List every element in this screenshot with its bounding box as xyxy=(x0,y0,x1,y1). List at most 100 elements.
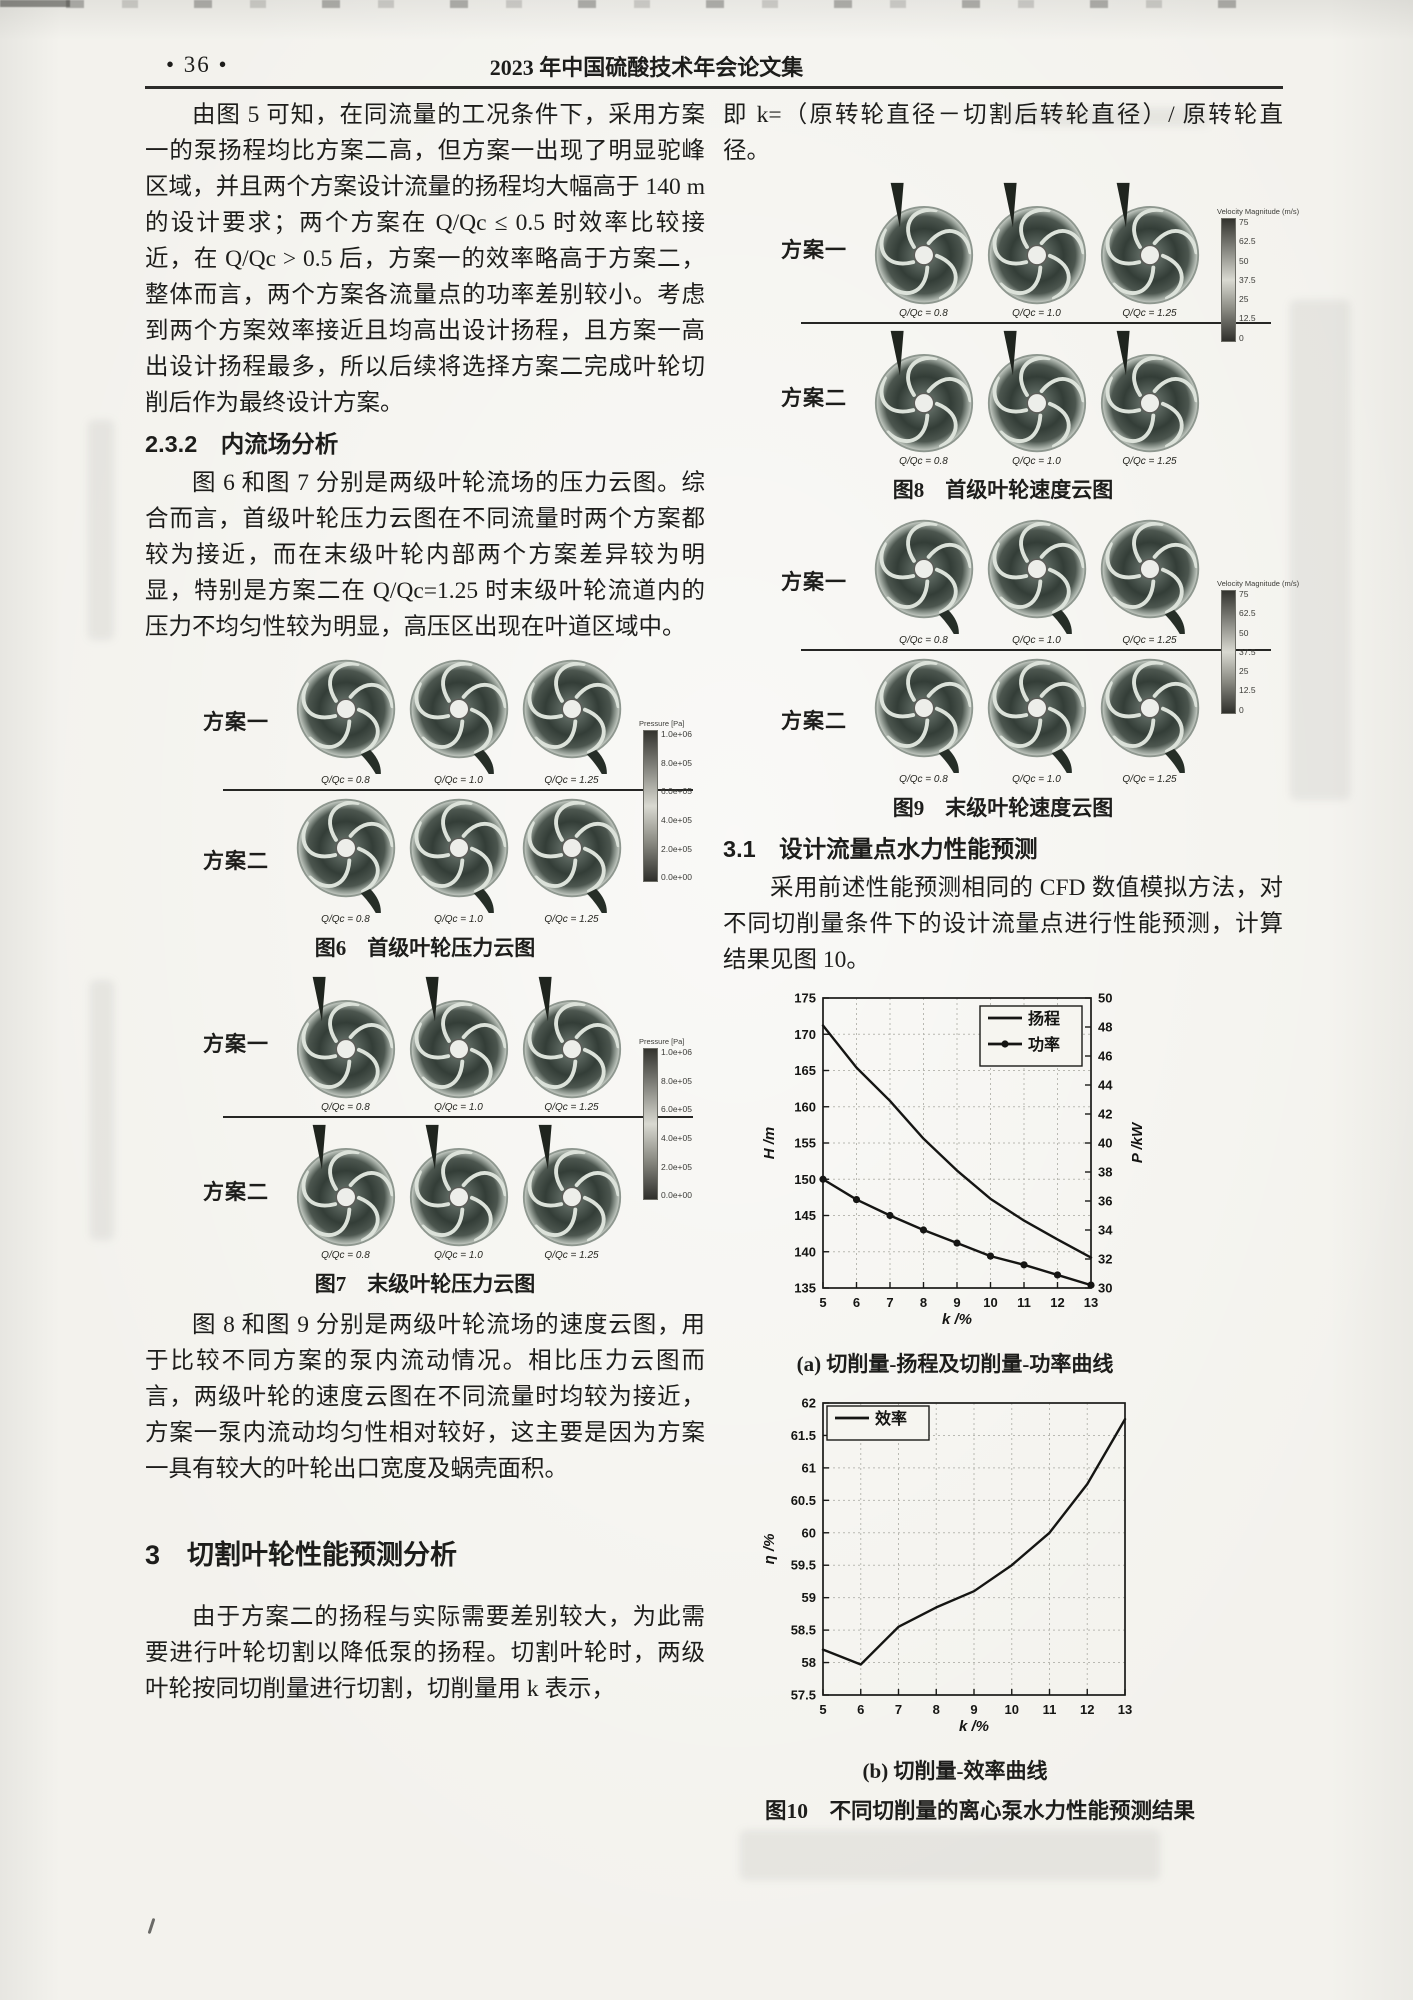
flow-ratio-label: Q/Qc = 0.8 xyxy=(321,914,370,925)
flow-ratio-label: Q/Qc = 1.25 xyxy=(544,775,599,786)
colorbar-tick: 37.5 xyxy=(1239,646,1256,657)
scan-artifact xyxy=(0,0,70,7)
colorbar-tick: 8.0e+05 xyxy=(661,1075,692,1086)
svg-text:P /kW: P /kW xyxy=(1129,1121,1146,1163)
impeller-contour: Q/Qc = 1.25 xyxy=(515,1123,628,1261)
flow-ratio-label: Q/Qc = 1.0 xyxy=(1012,308,1061,319)
colorbar-tick: 25 xyxy=(1239,666,1249,676)
scan-artifact xyxy=(147,1917,156,1935)
figure-row-scheme2: 方案二 Q/Qc = 0.8 Q/Qc = 1.0 Q/Qc = 1.25 xyxy=(723,329,1283,467)
figure-row-scheme1: 方案一 Q/Qc = 0.8 Q/Qc = 1.0 Q/Qc = 1.25 xyxy=(145,975,705,1113)
colorbar-tick: 50 xyxy=(1239,255,1249,266)
colorbar-gradient xyxy=(643,730,658,882)
svg-text:145: 145 xyxy=(794,1208,816,1223)
flow-ratio-label: Q/Qc = 1.25 xyxy=(544,914,599,925)
colorbar-tick: 4.0e+05 xyxy=(661,815,692,826)
page-number: • 36 • xyxy=(166,52,229,77)
svg-text:59.5: 59.5 xyxy=(791,1558,816,1573)
svg-text:40: 40 xyxy=(1098,1136,1112,1151)
figure-10a: 135 140 145 150 155 160 165 170 175 30 32 34 36 38 40 4… xyxy=(759,988,1283,1379)
svg-text:H /m: H /m xyxy=(761,1127,778,1160)
colorbar-tick: 1.0e+06 xyxy=(661,729,692,739)
impeller-contour: Q/Qc = 1.0 xyxy=(980,181,1093,319)
svg-text:7: 7 xyxy=(886,1295,893,1310)
svg-text:7: 7 xyxy=(895,1702,902,1717)
colorbar-tick: 2.0e+05 xyxy=(661,1161,692,1172)
flow-ratio-label: Q/Qc = 0.8 xyxy=(899,774,948,785)
colorbar-gradient xyxy=(643,1048,658,1200)
colorbar-ticks: 1.0e+06 8.0e+05 6.0e+05 4.0e+05 2.0e+05 0.0e+… xyxy=(661,730,692,882)
flow-ratio-label: Q/Qc = 0.8 xyxy=(899,456,948,467)
colorbar: Velocity Magnitude (m/s) 75 62.5 50 37.5 25 1… xyxy=(1217,207,1299,342)
chart-a-caption: (a) 切削量-扬程及切削量-功率曲线 xyxy=(796,1352,1114,1376)
svg-text:9: 9 xyxy=(970,1702,977,1717)
svg-text:48: 48 xyxy=(1098,1020,1112,1035)
colorbar-tick: 8.0e+05 xyxy=(661,757,692,768)
figure-row-scheme1: 方案一 Q/Qc = 0.8 Q/Qc = 1.0 Q/Qc = 1.25 xyxy=(723,517,1283,646)
colorbar-gradient xyxy=(1221,590,1236,714)
colorbar-tick: 62.5 xyxy=(1239,608,1256,619)
svg-text:60: 60 xyxy=(802,1525,816,1540)
svg-text:12: 12 xyxy=(1080,1702,1094,1717)
colorbar-tick: 6.0e+05 xyxy=(661,1104,692,1115)
colorbar-title: Velocity Magnitude (m/s) xyxy=(1217,579,1300,588)
scan-artifact xyxy=(66,0,1246,8)
svg-text:50: 50 xyxy=(1098,991,1112,1006)
colorbar: Velocity Magnitude (m/s) 75 62.5 50 37.5 25 1… xyxy=(1217,579,1299,714)
svg-text:57.5: 57.5 xyxy=(791,1688,816,1703)
paragraph: 即 k=（原转轮直径－切割后转轮直径）/ 原转轮直径。 xyxy=(723,102,1283,164)
svg-text:9: 9 xyxy=(953,1295,960,1310)
flow-ratio-label: Q/Qc = 1.25 xyxy=(544,1250,599,1261)
impeller-contour: Q/Qc = 0.8 xyxy=(289,796,402,925)
svg-text:170: 170 xyxy=(794,1027,816,1042)
svg-text:k /%: k /% xyxy=(942,1311,972,1328)
figure-row-divider xyxy=(801,649,1271,651)
colorbar-title: Velocity Magnitude (m/s) xyxy=(1217,207,1300,216)
impeller-contour: Q/Qc = 1.25 xyxy=(515,796,628,925)
svg-text:6: 6 xyxy=(857,1702,864,1717)
colorbar-ticks: 75 62.5 50 37.5 25 12.5 0 xyxy=(1239,590,1256,714)
colorbar-tick: 50 xyxy=(1239,627,1249,638)
colorbar-tick: 0 xyxy=(1239,332,1244,343)
svg-text:175: 175 xyxy=(794,991,816,1006)
impeller-contour: Q/Qc = 0.8 xyxy=(867,656,980,785)
subsection-heading-3-1: 3.1 设计流量点水力性能预测 xyxy=(723,836,1038,862)
paragraph: 由图 5 可知，在同流量的工况条件下，采用方案一的泵扬程均比方案二高，但方案一出… xyxy=(145,102,705,416)
svg-text:59: 59 xyxy=(802,1590,816,1605)
svg-text:11: 11 xyxy=(1043,1702,1057,1717)
colorbar-tick: 25 xyxy=(1239,294,1249,304)
svg-text:150: 150 xyxy=(794,1172,816,1187)
svg-text:η /%: η /% xyxy=(761,1534,778,1565)
colorbar-tick: 62.5 xyxy=(1239,236,1256,247)
impeller-contour: Q/Qc = 0.8 xyxy=(867,181,980,319)
scheme-label: 方案一 xyxy=(781,569,847,594)
paragraph: 图 8 和图 9 分别是两级叶轮流场的速度云图，用于比较不同方案的泵内流动情况。… xyxy=(145,1312,705,1482)
colorbar-tick: 6.0e+05 xyxy=(661,786,692,797)
impeller-contour: Q/Qc = 0.8 xyxy=(289,657,402,786)
impeller-contour: Q/Qc = 1.25 xyxy=(1093,517,1206,646)
impeller-contour: Q/Qc = 1.25 xyxy=(515,657,628,786)
impeller-contour: Q/Qc = 1.0 xyxy=(402,1123,515,1261)
impeller-contour: Q/Qc = 0.8 xyxy=(867,329,980,467)
impeller-contour: Q/Qc = 1.0 xyxy=(402,657,515,786)
impeller-contour: Q/Qc = 1.0 xyxy=(402,975,515,1113)
figure-7: 方案一 Q/Qc = 0.8 Q/Qc = 1.0 Q/Qc = 1.25 方案… xyxy=(145,975,705,1299)
svg-text:61: 61 xyxy=(802,1460,816,1475)
figure-row-scheme1: 方案一 Q/Qc = 0.8 Q/Qc = 1.0 Q/Qc = 1.25 xyxy=(723,181,1283,319)
svg-text:165: 165 xyxy=(794,1063,816,1078)
figure-row-divider xyxy=(223,1116,693,1118)
scan-artifact xyxy=(740,1830,1160,1880)
figure-7-caption: 图7 末级叶轮压力云图 xyxy=(314,1272,536,1296)
figure-8-caption: 图8 首级叶轮速度云图 xyxy=(892,478,1114,502)
svg-text:10: 10 xyxy=(983,1295,997,1310)
svg-text:13: 13 xyxy=(1118,1702,1132,1717)
colorbar-ticks: 75 62.5 50 37.5 25 12.5 0 xyxy=(1239,218,1256,342)
colorbar-ticks: 1.0e+06 8.0e+05 6.0e+05 4.0e+05 2.0e+05 0.0e+… xyxy=(661,1048,692,1200)
colorbar-tick: 12.5 xyxy=(1239,313,1256,324)
flow-ratio-label: Q/Qc = 0.8 xyxy=(899,635,948,646)
figure-6: 方案一 Q/Qc = 0.8 Q/Qc = 1.0 Q/Qc = 1.25 方案… xyxy=(145,657,705,963)
flow-ratio-label: Q/Qc = 1.0 xyxy=(1012,635,1061,646)
svg-text:8: 8 xyxy=(920,1295,927,1310)
flow-ratio-label: Q/Qc = 0.8 xyxy=(321,1250,370,1261)
flow-ratio-label: Q/Qc = 1.0 xyxy=(1012,774,1061,785)
